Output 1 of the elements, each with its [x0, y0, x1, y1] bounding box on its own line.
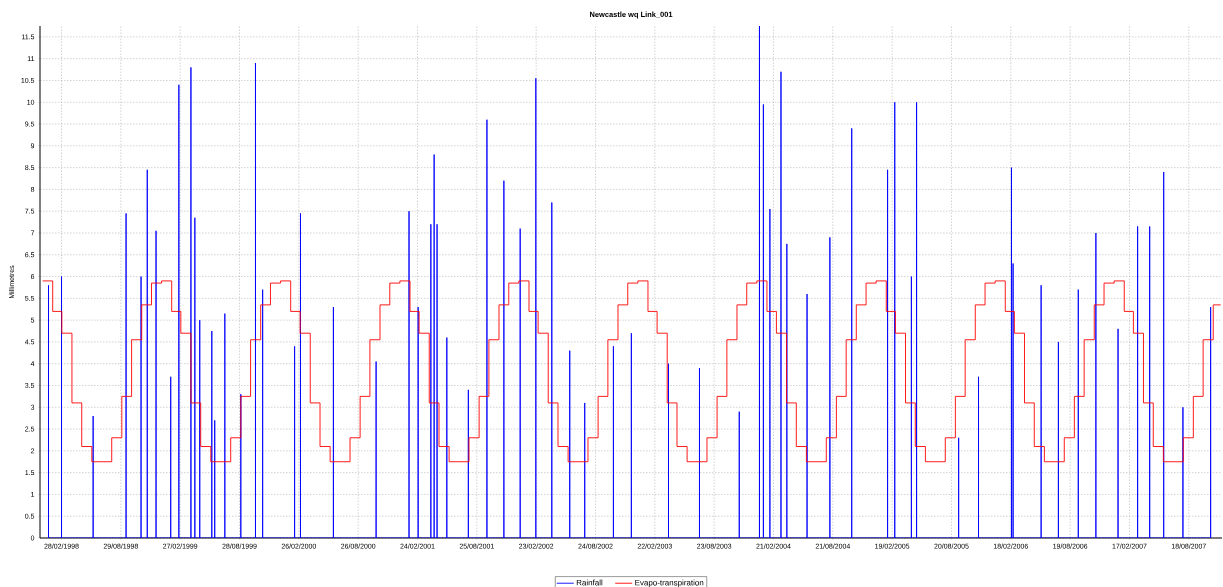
line-series [48, 26, 1212, 538]
